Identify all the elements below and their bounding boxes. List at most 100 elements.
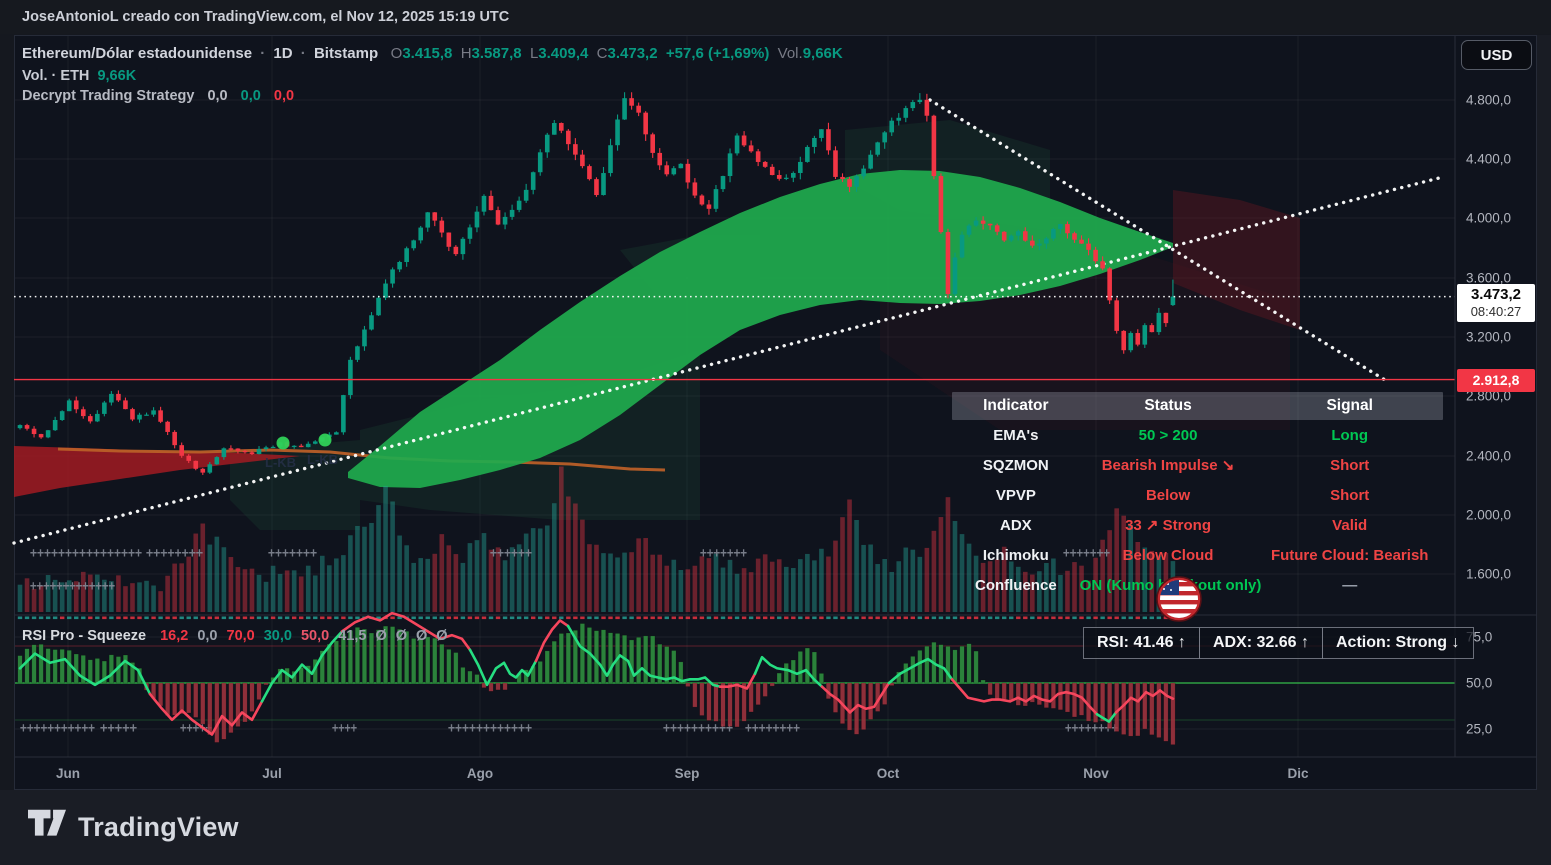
tradingview-logo-icon (28, 809, 66, 836)
indicator-summary-table: Indicator Status Signal EMA's 50 > 200 Long SQ… (952, 392, 1443, 600)
indicator-table-header-cell: Status (1144, 397, 1192, 414)
interval[interactable]: 1D (273, 45, 293, 62)
indicator-name: ADX (999, 516, 1032, 534)
rsi-legend-value: Ø (395, 628, 407, 644)
rsi-legend-value: Ø (436, 628, 448, 644)
currency-toggle-button[interactable]: USD (1461, 40, 1532, 70)
indicator-table-row: Ichimoku Below Cloud Future Cloud: Bearish (952, 540, 1443, 570)
chart-background[interactable] (14, 35, 1537, 790)
indicator-table-row: ADX 33 ↗ Strong Valid (952, 510, 1443, 540)
symbol-title[interactable]: Ethereum/Dólar estadounidense (22, 45, 253, 62)
price-axis-label: 2.000,0 (1466, 507, 1512, 523)
svg-text:+++++++: +++++++ (1063, 546, 1110, 561)
open-label: O (390, 45, 403, 62)
volume-label: Vol. (777, 45, 803, 62)
bar-countdown: 08:40:27 (1470, 304, 1522, 319)
svg-text:++++++++: ++++++++ (146, 546, 203, 561)
time-axis-month-label: Oct (876, 766, 900, 781)
volume-study-legend[interactable]: Vol. · ETH 9,66K (22, 68, 137, 84)
indicator-table-row: SQZMON Bearish Impulse ↘ Short (952, 450, 1443, 480)
gridlines (15, 36, 1455, 757)
volume-value: 9,66K (802, 45, 843, 62)
ichimoku-clouds (14, 120, 1300, 530)
time-axis-month-label: Jul (262, 766, 282, 781)
svg-text:+++++++++++++: +++++++++++++ (30, 579, 115, 594)
price-axis-label: 3.600,0 (1466, 270, 1512, 286)
indicator-table-header: Indicator Status Signal (952, 392, 1443, 420)
svg-text:+++++: +++++ (100, 721, 137, 736)
svg-text:+++++: +++++ (180, 721, 212, 736)
rsi-legend-value: 16,2 (160, 628, 189, 644)
indicator-status: 50 > 200 (1138, 426, 1198, 444)
alert-price-label: 2.912,8 (1457, 369, 1535, 392)
tradingview-logo[interactable]: TradingView (28, 808, 239, 846)
rsi-pane-legend[interactable]: RSI Pro - Squeeze 16,2 0,0 70,0 30,0 50,0 41,5… (22, 628, 466, 644)
svg-text:++++++++++++: ++++++++++++ (448, 721, 532, 736)
price-axis-label: 4.000,0 (1466, 210, 1512, 226)
rsi-legend-value: 0,0 (197, 628, 218, 644)
rsi-legend-value: Ø (375, 628, 387, 644)
indicator-name: SQZMON (982, 456, 1049, 474)
attribution-bar: JoseAntonioL creado con TradingView.com,… (0, 0, 1551, 34)
svg-text:+++++++: +++++++ (700, 546, 747, 561)
low-label: L (529, 45, 539, 62)
indicator-signal: Valid (1332, 516, 1368, 534)
rsi-legend-value: 70,0 (226, 628, 255, 644)
open-value: 3.415,8 (402, 45, 453, 62)
tradingview-logo-text: TradingView (78, 811, 239, 842)
close-label: C (596, 45, 608, 62)
indicator-name: VPVP (995, 486, 1036, 504)
time-axis-month-label: Nov (1083, 766, 1109, 781)
svg-text:L-KB: L-KB (307, 452, 338, 467)
close-value: 3.473,2 (607, 45, 658, 62)
indicator-name: Confluence (974, 576, 1057, 594)
price-axis-label: 1.600,0 (1466, 566, 1512, 582)
indicator-signal: Long (1331, 426, 1369, 444)
time-axis-month-label: Jun (55, 766, 81, 781)
indicator-name: EMA's (993, 426, 1039, 444)
candlesticks (17, 92, 1176, 475)
right-frame-strip (1537, 35, 1551, 790)
squeeze-plus-marks: ++++++++++++++++ ++++++++ +++++++ ++++++ +++… (20, 546, 1118, 736)
svg-text:++++++++: ++++++++ (745, 721, 800, 736)
svg-text:L-KB: L-KB (265, 455, 296, 470)
rsi-legend-value: Ø (416, 628, 428, 644)
price-axis-label: 50,0 (1466, 675, 1493, 691)
indicator-status: Below (1145, 486, 1191, 504)
exchange[interactable]: Bitstamp (313, 45, 379, 62)
symbol-legend[interactable]: Ethereum/Dólar estadounidense · 1D · Bit… (22, 45, 843, 62)
footer-bar (0, 790, 1551, 865)
us-flag-badge (1156, 576, 1202, 622)
high-label: H (460, 45, 472, 62)
svg-text:++++++++: ++++++++ (1065, 721, 1118, 736)
low-value: 3.409,4 (538, 45, 589, 62)
svg-text:+++++++++++: +++++++++++ (20, 721, 95, 736)
indicator-readout-box: RSI: 41.46 ↑ (1083, 627, 1200, 659)
svg-text:++++++: ++++++ (490, 546, 532, 561)
svg-text:+++++++: +++++++ (268, 546, 317, 561)
high-value: 3.587,8 (471, 45, 522, 62)
trendlines (12, 98, 1445, 545)
indicator-signal: Short (1330, 456, 1370, 474)
price-axis-label: 3.200,0 (1466, 329, 1512, 345)
rsi-legend-value: 41,5 (338, 628, 367, 644)
time-axis-month-label: Ago (466, 766, 494, 781)
svg-text:++++++++++++++++: ++++++++++++++++ (30, 546, 142, 561)
strategy-legend[interactable]: Decrypt Trading Strategy 0,0 0,0 0,0 (22, 88, 295, 104)
price-level-lines (14, 295, 1455, 381)
indicator-signal: Future Cloud: Bearish (1270, 546, 1429, 564)
price-axis-label: 2.400,0 (1466, 448, 1512, 464)
indicator-table-header-cell: Indicator (983, 397, 1049, 414)
volume-bars (17, 466, 1176, 612)
indicator-table-row: VPVP Below Short (952, 480, 1443, 510)
indicator-signal: — (1342, 576, 1358, 594)
rsi-legend-value: 30,0 (263, 628, 292, 644)
indicator-signal: Short (1330, 486, 1370, 504)
price-axis-label: 4.800,0 (1466, 92, 1512, 108)
change-value: +57,6 (+1,69%) (665, 45, 770, 62)
indicator-table-header-cell: Signal (1326, 397, 1373, 414)
indicator-readout-box: ADX: 32.66 ↑ (1198, 627, 1323, 659)
indicator-status: Below Cloud (1122, 546, 1214, 564)
price-axis-label: 4.400,0 (1466, 151, 1512, 167)
